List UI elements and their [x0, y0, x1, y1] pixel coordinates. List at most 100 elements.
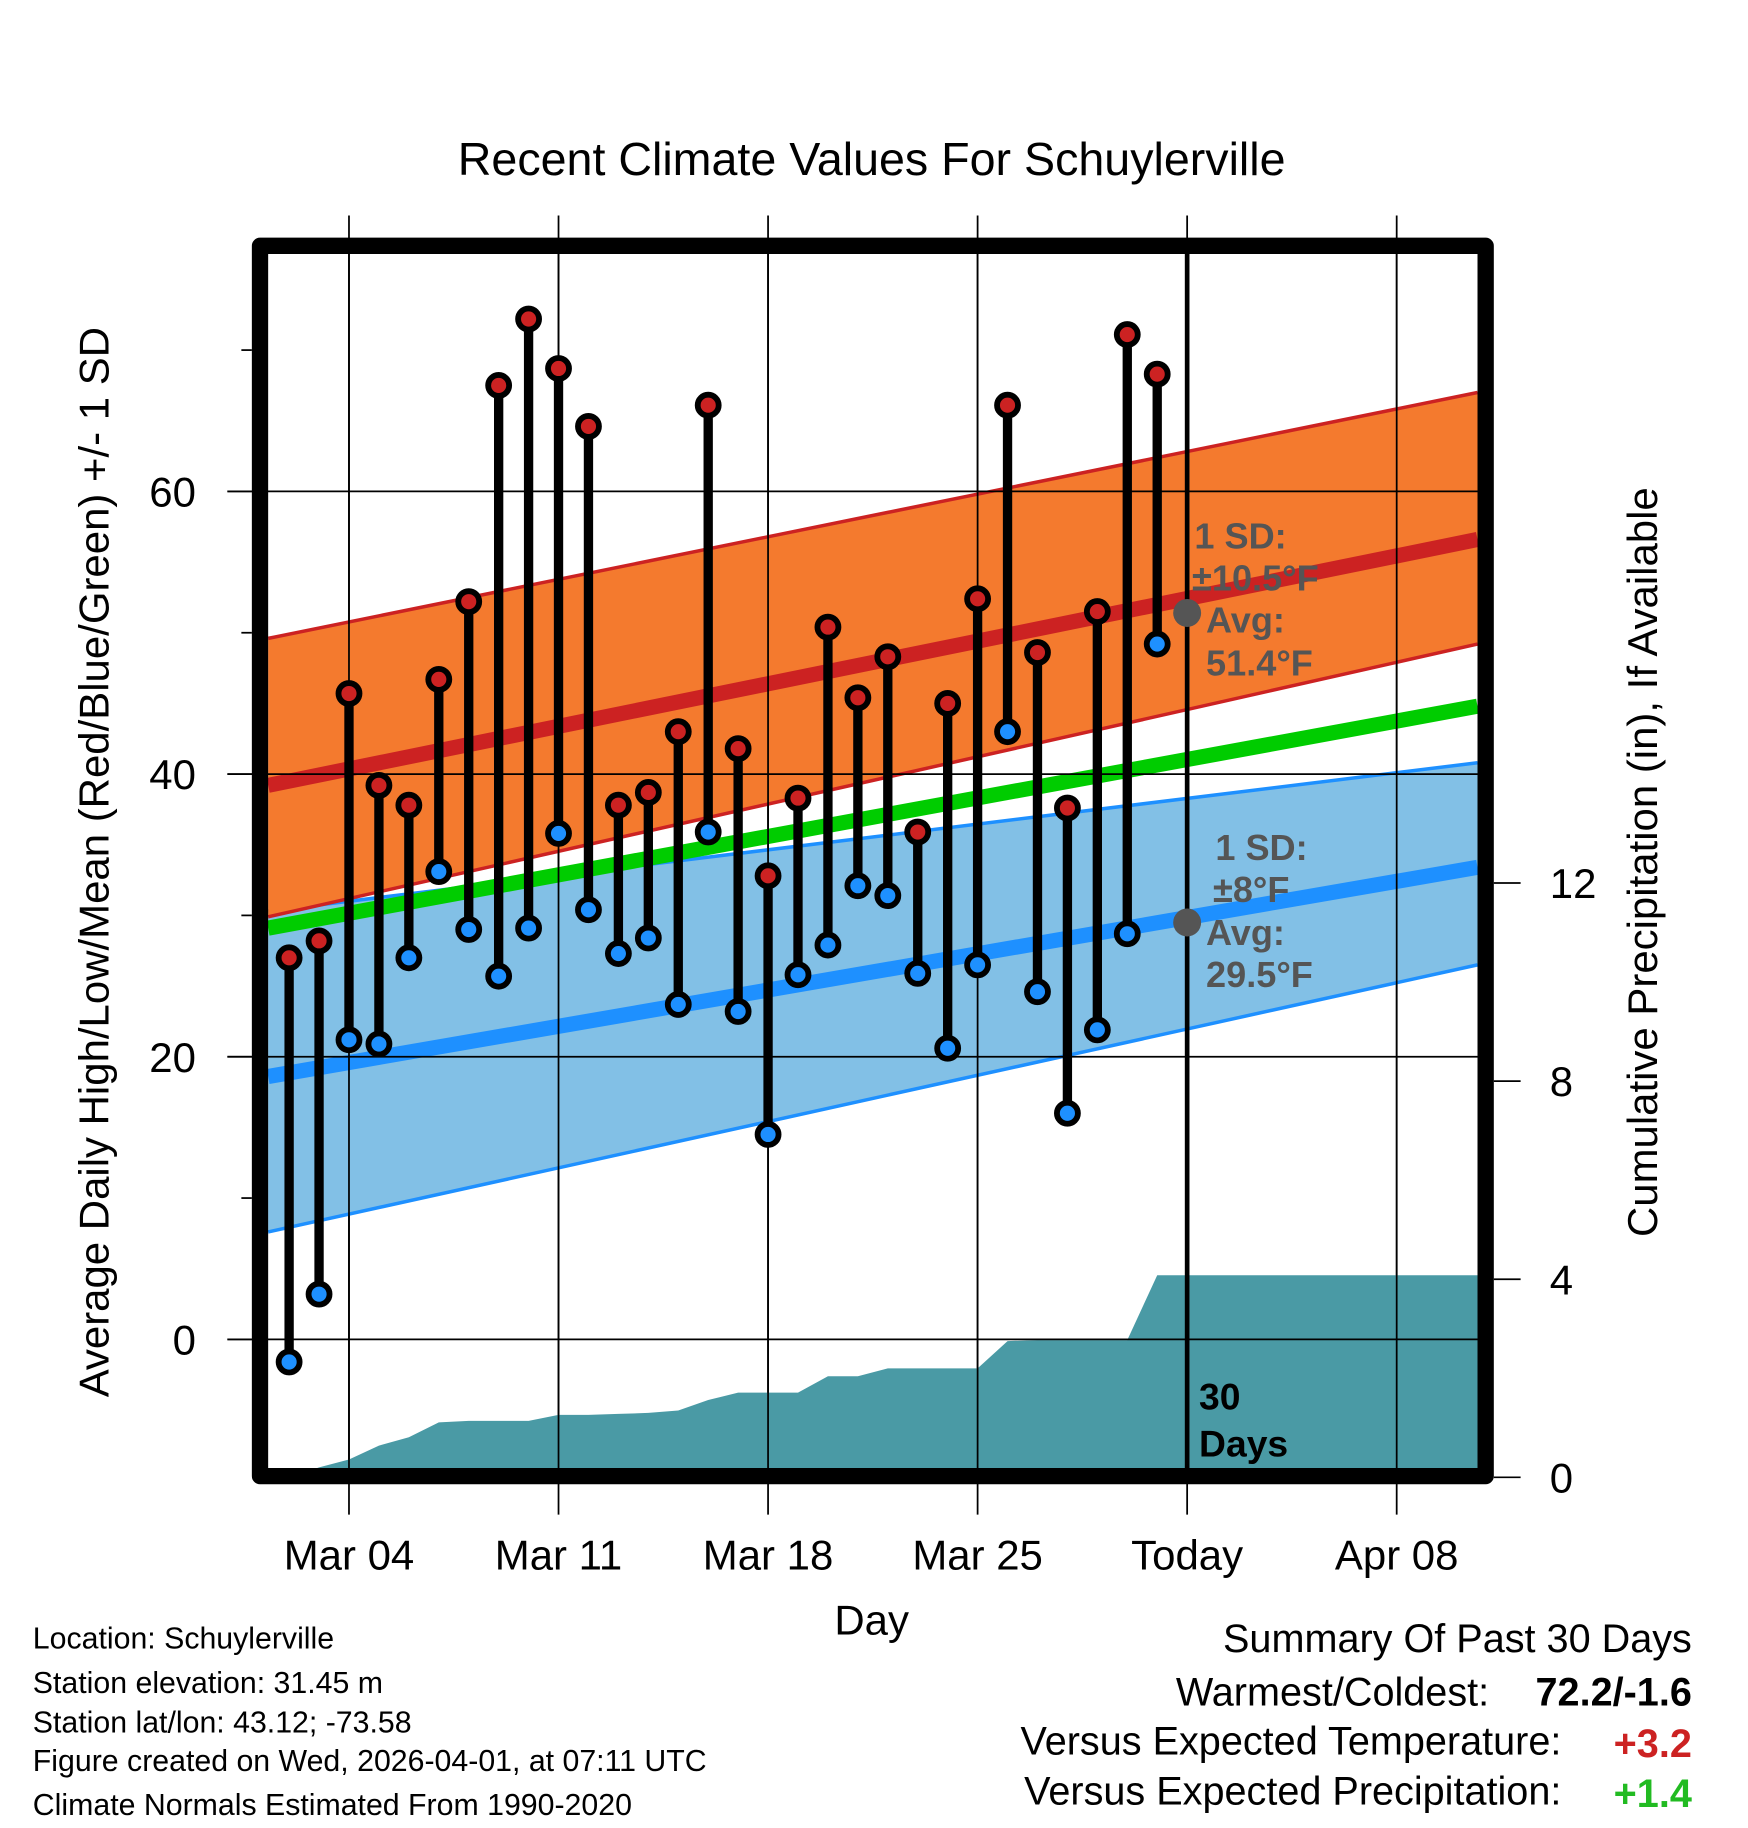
window-label-days: Days	[1199, 1422, 1288, 1464]
low-avg-value: 29.5°F	[1206, 954, 1313, 995]
normal-annotations: 1 SD: ±10.5°F Avg: 51.4°F 1 SD: ±8°F Avg…	[1192, 516, 1319, 1465]
low-sd-value: ±8°F	[1213, 869, 1289, 910]
high-point	[604, 791, 632, 819]
high-point	[395, 791, 423, 819]
warm-cold-value: 72.2/-1.6	[1536, 1671, 1692, 1715]
y2-tick-label: 0	[1550, 1454, 1573, 1501]
high-point	[784, 784, 812, 812]
summary-panel: Summary Of Past 30 Days Warmest/Coldest:…	[1020, 1617, 1691, 1816]
low-point	[575, 896, 602, 924]
day-observation	[964, 585, 992, 979]
day-observation	[425, 665, 453, 885]
day-observation	[365, 771, 393, 1058]
high-point	[1143, 360, 1171, 388]
low-point	[694, 818, 722, 846]
low-point	[634, 924, 662, 952]
y-tick-label: 40	[149, 751, 196, 798]
day-observation	[604, 791, 632, 967]
day-observation	[515, 305, 542, 942]
day-observation	[664, 718, 692, 1018]
day-observation	[575, 413, 602, 924]
x-tick-label: Mar 25	[912, 1531, 1043, 1578]
window-label-count: 30	[1199, 1376, 1240, 1418]
low-point	[395, 944, 423, 972]
high-point	[634, 779, 662, 806]
y2-tick-label: 8	[1550, 1058, 1573, 1105]
normal-low-line	[266, 859, 1479, 1084]
plot-frame	[251, 237, 1494, 1485]
high-point	[844, 684, 872, 712]
normals-text: Climate Normals Estimated From 1990-2020	[33, 1789, 632, 1822]
x-tick-label: Mar 04	[284, 1531, 415, 1578]
low-point	[1143, 630, 1171, 658]
day-observation	[634, 779, 662, 952]
high-point	[365, 771, 393, 799]
day-observation	[335, 680, 363, 1054]
high-point	[275, 944, 303, 972]
high-sd-value: ±10.5°F	[1192, 558, 1319, 599]
day-observation	[305, 927, 333, 1308]
low-avg-marker	[1173, 908, 1202, 937]
day-observation	[545, 355, 572, 847]
day-observation	[694, 391, 722, 846]
x-tick-label: Apr 08	[1335, 1531, 1459, 1578]
high-point	[575, 413, 602, 440]
chart-title: Recent Climate Values For Schuylerville	[458, 133, 1286, 185]
low-point	[844, 872, 872, 900]
y-axis-label: Average Daily High/Low/Mean (Red/Blue/Gr…	[71, 327, 118, 1397]
low-point	[814, 931, 842, 959]
day-observation	[904, 818, 932, 987]
high-point	[455, 588, 483, 616]
low-point	[485, 962, 513, 990]
day-observation	[1143, 360, 1171, 658]
high-point	[994, 391, 1021, 419]
x-tick-label: Mar 18	[703, 1531, 834, 1578]
high-point	[694, 391, 722, 419]
low-avg-label: Avg:	[1206, 912, 1285, 953]
day-observation	[724, 735, 752, 1025]
high-point	[1024, 639, 1051, 666]
low-point	[964, 951, 992, 979]
high-point	[335, 680, 363, 707]
day-observation	[934, 690, 962, 1062]
day-observation	[275, 944, 303, 1376]
day-observation	[1024, 639, 1051, 1006]
low-point	[784, 961, 812, 989]
station-info: Location: Schuylerville Station elevatio…	[33, 1623, 707, 1823]
low-point	[425, 858, 453, 885]
low-point	[275, 1348, 303, 1376]
precip-area	[289, 1275, 1478, 1478]
elevation-text: Station elevation: 31.45 m	[33, 1667, 383, 1700]
low-point	[335, 1026, 363, 1054]
high-avg-label: Avg:	[1206, 600, 1285, 641]
day-observation	[784, 784, 812, 989]
high-avg-marker	[1173, 598, 1202, 627]
high-point	[934, 690, 962, 717]
low-point	[365, 1030, 393, 1058]
precip-label: Versus Expected Precipitation:	[1024, 1770, 1561, 1814]
y2-axis-label: Cumulative Precipitation (in), If Availa…	[1619, 487, 1666, 1237]
day-observation	[395, 791, 423, 972]
high-point	[1083, 598, 1111, 625]
high-point	[515, 305, 542, 333]
day-observation	[1054, 794, 1081, 1127]
high-sd-band	[268, 392, 1478, 917]
precip-value: +1.4	[1614, 1772, 1692, 1816]
low-point	[455, 916, 483, 943]
temp-label: Versus Expected Temperature:	[1020, 1720, 1561, 1764]
low-point	[994, 718, 1021, 746]
day-observation	[844, 684, 872, 900]
high-sd-label: 1 SD:	[1194, 516, 1286, 557]
low-point	[515, 914, 542, 942]
x-tick-label: Mar 11	[495, 1531, 622, 1578]
low-point	[934, 1034, 962, 1062]
high-point	[1113, 321, 1141, 348]
day-observation	[1113, 321, 1141, 948]
high-point	[814, 613, 842, 641]
low-point	[1024, 978, 1051, 1006]
y-tick-label: 20	[149, 1034, 196, 1081]
high-point	[964, 585, 992, 613]
low-point	[904, 959, 932, 987]
low-point	[1083, 1016, 1111, 1044]
